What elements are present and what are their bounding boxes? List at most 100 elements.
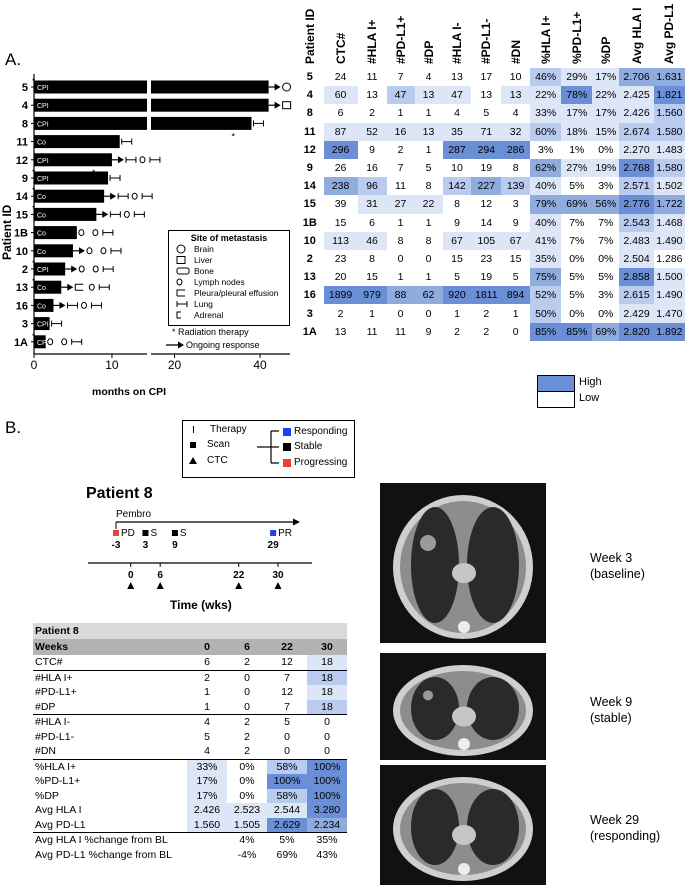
arrow-right-icon xyxy=(166,341,184,349)
liver-marker xyxy=(282,101,292,110)
p8-row: #DP 1 0 7 18 xyxy=(33,699,347,715)
swimmer-bar xyxy=(34,226,77,240)
heatmap-cell: 4 xyxy=(414,68,443,87)
ct-scan-drawing xyxy=(393,777,533,881)
ongoing-arrow-head xyxy=(110,192,117,200)
p8-value-cell: 4 xyxy=(187,744,227,759)
radiation-asterisk: * xyxy=(32,259,35,268)
heatmap-cell: 35 xyxy=(442,122,472,141)
p8-value-cell: 100% xyxy=(267,774,307,789)
lung-marker xyxy=(141,193,153,200)
heatmap-row: 1B 15 6 1 1 9 14 9 40% 7% 7% 2.543 1.468 xyxy=(296,213,685,232)
radiation-asterisk: * xyxy=(32,277,35,286)
lung-icon xyxy=(176,300,188,307)
patient-id-label: 4 xyxy=(22,100,29,112)
legend-label-lymph: Lymph nodes xyxy=(194,276,245,287)
ct-scan-image xyxy=(380,765,546,885)
therapy-label: CPI xyxy=(37,121,49,128)
legend-label-adrenal: Adrenal xyxy=(194,309,224,320)
p8-row: Avg PD-L1 %change from BL -4% 69% 43% xyxy=(33,847,347,862)
heatmap-cell: 1 xyxy=(414,268,443,287)
ongoing-arrow-head xyxy=(71,265,78,273)
heatmap-cell: 5% xyxy=(561,268,593,287)
metastasis-legend: Site of metastasis Brain Liver Bone Lymph n… xyxy=(168,230,290,326)
ctc-legend-label: CTC xyxy=(207,455,228,466)
heatmap-cell: 4 xyxy=(442,104,472,123)
p8-value-cell: 7 xyxy=(267,669,307,685)
p8-row: Avg PD-L1 1.560 1.505 2.629 2.234 xyxy=(33,817,347,833)
heatmap-row: 13 20 15 1 1 5 19 5 75% 5% 5% 2.858 1.500 xyxy=(296,268,685,287)
heatmap-cell: 47 xyxy=(386,86,415,105)
therapy-label: CPI xyxy=(37,158,49,165)
heatmap-header-row: Patient ID CTC# #HLA I+ #PD-L1+ #DP #HLA I- #P… xyxy=(296,4,685,68)
heatmap-cell: 113 xyxy=(323,231,358,250)
heatmap-cell: 40% xyxy=(530,177,562,196)
heatmap-patient-id: 5 xyxy=(306,71,313,84)
heatmap-cell: 31 xyxy=(357,195,387,214)
heatmap-header-text: CTC# xyxy=(333,32,348,64)
legend-row-lung: Lung xyxy=(169,298,289,309)
heatmap-cell: 5 xyxy=(501,268,531,287)
heatmap-cell: 1 xyxy=(357,304,387,323)
heatmap-cell: 5% xyxy=(592,268,620,287)
scan-square-icon xyxy=(190,441,196,448)
lung-marker xyxy=(109,211,121,218)
radiation-asterisk: * xyxy=(32,204,35,213)
heatmap-cell: 2.674 xyxy=(619,122,654,141)
asterisk-icon: * xyxy=(172,327,176,337)
heatmap-cell: 1.580 xyxy=(653,158,685,178)
ct-lesion xyxy=(423,690,433,701)
legend-label-brain: Brain xyxy=(194,243,214,254)
ctc-week-label: 22 xyxy=(233,570,245,581)
heatmap-cell: 3 xyxy=(501,195,531,214)
heatmap-cell: 8 xyxy=(386,231,415,250)
ct-scan-image xyxy=(380,483,546,643)
heatmap-cell: 24 xyxy=(323,68,358,87)
scan-week-label: 3 xyxy=(143,540,149,551)
therapy-label: Co xyxy=(37,140,46,147)
scan-marker xyxy=(113,530,119,536)
heatmap-cell: 2.820 xyxy=(619,322,654,341)
p8-header-row: Weeks 0 6 22 30 xyxy=(33,639,347,655)
heatmap-cell: 13 xyxy=(414,122,443,141)
p8-value-cell: 17% xyxy=(187,788,227,803)
p8-value-cell: 12 xyxy=(267,685,307,700)
heatmap-header-text: #DN xyxy=(508,39,523,64)
heatmap-cell: 19 xyxy=(471,158,502,178)
heatmap-cell: 0% xyxy=(592,140,620,159)
ct-status-label: (responding) xyxy=(590,829,661,843)
pleura-glyph xyxy=(176,289,185,296)
heatmap-cell: 1811 xyxy=(471,286,502,305)
heatmap-cell: 10 xyxy=(442,158,472,178)
ct-scan-drawing xyxy=(393,665,533,756)
heatmap-patient-id: 3 xyxy=(306,307,313,320)
metastasis-legend-title: Site of metastasis xyxy=(190,233,268,243)
ctc-triangle xyxy=(235,582,243,589)
heatmap-cell: 0% xyxy=(561,249,593,269)
heatmap-cell: 17 xyxy=(471,68,502,87)
p8-value-cell xyxy=(187,847,227,862)
heatmap-cell: 22% xyxy=(592,86,620,105)
heatmap-cell: 2.706 xyxy=(619,68,654,87)
heatmap-cell: 23 xyxy=(471,249,502,269)
p8-value-cell: 2.523 xyxy=(227,803,267,818)
heatmap-cell: 88 xyxy=(386,286,415,305)
heatmap-cell: 78% xyxy=(561,86,593,105)
p8-value-cell: 0 xyxy=(307,744,347,759)
heatmap-cell: 20 xyxy=(323,268,358,287)
heatmap-cell: 0% xyxy=(561,304,593,323)
heatmap-cell: 0 xyxy=(386,249,415,269)
ongoing-arrow-head xyxy=(274,101,281,109)
p8-header-cell: 6 xyxy=(227,639,267,655)
swimmer-bar xyxy=(34,335,46,349)
scan-status-label: PR xyxy=(278,528,292,539)
heatmap-cell: 32 xyxy=(501,122,531,141)
p8-value-cell xyxy=(187,832,227,848)
legend-label-pleura: Pleura/pleural effusion xyxy=(194,287,279,298)
stable-swatch xyxy=(283,442,291,451)
lung-marker xyxy=(66,302,78,309)
patient-id-label: 12 xyxy=(16,155,28,167)
scan-status-label: S xyxy=(150,528,157,539)
heatmap-patient-id: 8 xyxy=(306,107,313,120)
heatmap-cell: 2 xyxy=(471,322,502,341)
